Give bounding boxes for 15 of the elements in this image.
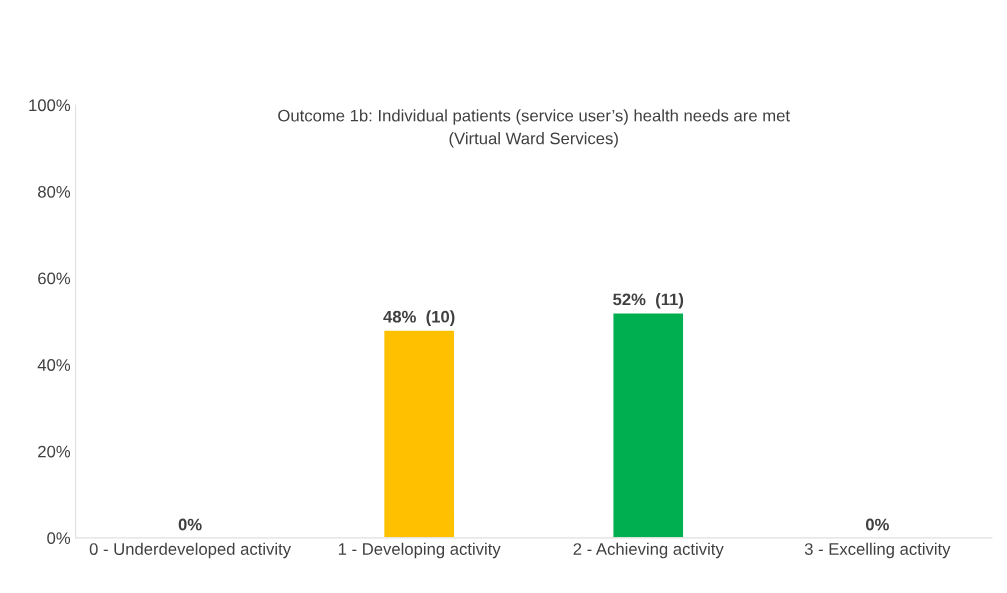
data-label: 52% (11): [613, 293, 684, 309]
text: Outcome 1b: Individual patients (service user’s) health needs are met (Virtual Ward Services): [278, 109, 790, 148]
x-tick-label: 2 - Achieving activity: [573, 542, 724, 559]
data-label: 0%: [178, 518, 202, 531]
data-label: 48% (10): [383, 310, 455, 326]
y-tick-label: 80%: [38, 185, 71, 198]
y-tick-label: 20%: [38, 445, 71, 458]
x-tick-label: 0 - Underdeveloped activity: [89, 542, 292, 559]
y-tick-label: 0%: [47, 532, 71, 545]
x-tick-label: 1 - Developing activity: [338, 542, 501, 559]
x-tick-label: 3 - Excelling activity: [804, 542, 951, 559]
y-tick-label: 60%: [38, 272, 71, 285]
y-tick-label: 100%: [29, 99, 71, 112]
y-tick-label: 40%: [37, 359, 71, 371]
data-label: 0%: [865, 518, 889, 531]
